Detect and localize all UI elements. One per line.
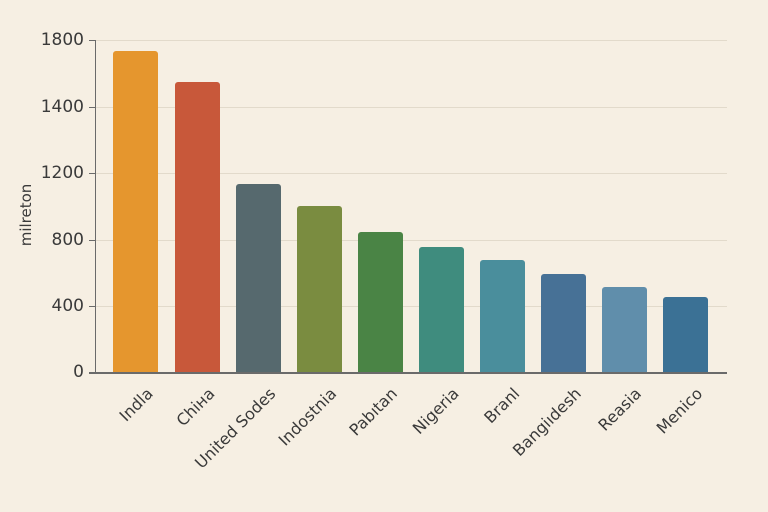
- bar: [419, 247, 464, 372]
- y-tick-label: 1800: [40, 30, 84, 50]
- y-tick-label: 1400: [40, 97, 84, 117]
- gridline: [95, 173, 727, 174]
- x-tick-label: Branl: [480, 384, 524, 428]
- bar: [358, 232, 403, 372]
- bar: [297, 206, 342, 372]
- y-tick-mark: [89, 173, 95, 174]
- y-tick-label: 0: [73, 362, 84, 382]
- bar: [480, 260, 525, 372]
- x-tick-label: Nigeria: [408, 384, 463, 438]
- gridline: [95, 240, 727, 241]
- bar: [175, 82, 220, 372]
- x-tick-label: Menico: [652, 384, 707, 438]
- y-tick-label: 400: [51, 296, 84, 316]
- y-axis-title: milreton: [17, 183, 35, 247]
- y-tick-mark: [89, 306, 95, 307]
- bar: [236, 184, 281, 372]
- x-tick-label: Indostnia: [274, 384, 341, 450]
- y-tick-label: 800: [51, 230, 84, 250]
- bar: [541, 274, 586, 372]
- y-axis-line: [95, 40, 96, 373]
- y-tick-mark: [89, 107, 95, 108]
- y-tick-mark: [89, 240, 95, 241]
- x-tick-label: Indla: [115, 384, 157, 426]
- y-tick-label: 1200: [40, 163, 84, 183]
- x-axis-line: [89, 372, 727, 374]
- x-tick-label: Pabıtan: [345, 384, 401, 440]
- x-tick-label: Reasia: [594, 384, 646, 435]
- bar: [113, 51, 158, 372]
- gridline: [95, 107, 727, 108]
- x-tick-label: Chiнa: [172, 384, 219, 430]
- bar: [663, 297, 708, 372]
- y-tick-mark: [89, 40, 95, 41]
- gridline: [95, 40, 727, 41]
- bar: [602, 287, 647, 372]
- gridline: [95, 306, 727, 307]
